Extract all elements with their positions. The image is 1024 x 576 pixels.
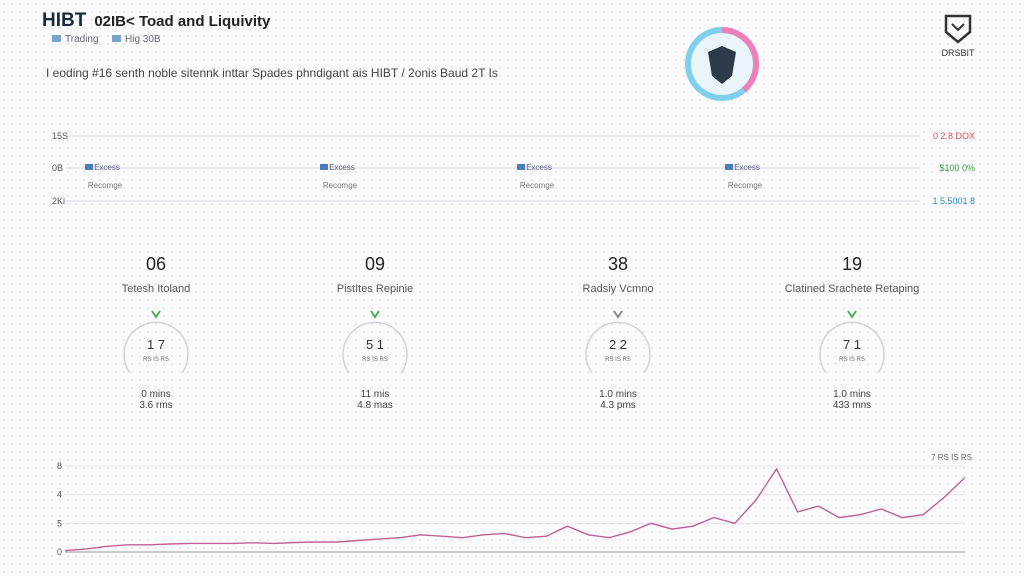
band-right-label: 0 2.8 DOX — [933, 131, 975, 141]
metric-line: 11 mis — [360, 389, 390, 400]
metric-label: PistItes Repinie — [336, 283, 414, 295]
band-item-sub: Recomge — [323, 181, 358, 190]
gauge-sub: RS IS RS — [839, 357, 865, 363]
metric-card: 19 Clatined Srachete Retaping 7 1 RS IS … — [752, 254, 952, 411]
metric-label: Tetesh Itoland — [121, 283, 191, 295]
gauge-value: 7 1 — [843, 337, 861, 352]
line-chart: 8 4 5 0 7 RS IS RS — [57, 453, 972, 557]
brand-icon — [944, 14, 972, 44]
tab-label: Trading — [65, 34, 99, 45]
y-axis-label: 5 — [57, 518, 62, 528]
metric-number: 09 — [364, 254, 386, 274]
metric-line: 4.3 pms — [600, 400, 636, 411]
y-axis-label: 0 — [57, 547, 62, 557]
logo: HIBT — [42, 10, 87, 31]
gauge-value: 1 7 — [147, 337, 165, 352]
band-item-sub: Recomge — [728, 181, 763, 190]
band-left-label: 15S — [52, 131, 68, 141]
band-left-label: 0B — [52, 163, 63, 173]
band-item-sub: Recomge — [520, 181, 555, 190]
band-right-label: 1 5.5001 8 — [932, 196, 975, 206]
description: I eoding #16 senth noble sitennk inttar … — [46, 66, 498, 80]
metric-number: 19 — [841, 254, 863, 274]
metric-line: 1.0 mins — [599, 389, 637, 400]
gauge: 2 2 RS IS RS — [585, 310, 651, 374]
band-item-icon — [725, 164, 733, 170]
title: 02IB< Toad and Liquivity — [94, 13, 271, 30]
tab-label: Hig 30B — [125, 34, 161, 45]
app-title: HIBT 02IB< Toad and Liquivity — [42, 10, 270, 32]
legend: 7 RS IS RS — [931, 453, 972, 462]
tab[interactable]: Hig 30B — [112, 34, 161, 45]
gauge-sub: RS IS RS — [605, 357, 631, 363]
brand: DRSBIT — [941, 48, 975, 58]
metric-card: 09 PistItes Repinie 5 1 RS IS RS 11 mis … — [275, 254, 475, 411]
metric-line: 1.0 mins — [833, 389, 871, 400]
metric-line: 0 mins — [141, 389, 171, 400]
gauge-value: 2 2 — [609, 337, 627, 352]
band-panel: 15S 0 2.8 DOX 0B $100 0% 2Ki 1 5.5001 8 Excess… — [52, 131, 975, 206]
band-right-label: $100 0% — [939, 163, 975, 173]
gauge: 5 1 RS IS RS — [342, 310, 408, 374]
gauge: 1 7 RS IS RS — [123, 310, 189, 374]
gauge-sub: RS IS RS — [362, 357, 388, 363]
metric-number: 06 — [145, 254, 167, 274]
metric-line: 4.8 mas — [357, 400, 393, 411]
band-item-icon — [85, 164, 93, 170]
metric-line: 433 mns — [832, 400, 872, 411]
hero-icon — [685, 26, 760, 101]
y-axis-label: 8 — [57, 461, 62, 471]
band-item-icon — [320, 164, 328, 170]
band-item-tag: Excess — [94, 163, 120, 172]
metric-card: 38 Radsiy Vcmno 2 2 RS IS RS 1.0 mins 4.… — [518, 254, 718, 411]
metric-label: Radsiy Vcmno — [582, 283, 654, 295]
tab[interactable]: Trading — [52, 34, 99, 45]
y-axis-label: 4 — [57, 490, 62, 500]
gauge: 7 1 RS IS RS — [819, 310, 885, 374]
band-item-tag: Excess — [734, 163, 760, 172]
gauge-sub: RS IS RS — [143, 357, 169, 363]
band-left-label: 2Ki — [52, 196, 65, 206]
metric-line: 3.6 rms — [139, 400, 173, 411]
band-item-sub: Recomge — [88, 181, 123, 190]
metric-card: 06 Tetesh Itoland 1 7 RS IS RS 0 mins 3.… — [56, 254, 256, 411]
band-item-icon — [517, 164, 525, 170]
band-item-tag: Excess — [526, 163, 552, 172]
band-item-tag: Excess — [329, 163, 355, 172]
line-series — [64, 467, 966, 552]
gauge-value: 5 1 — [366, 337, 384, 352]
metric-label: Clatined Srachete Retaping — [784, 283, 920, 295]
metric-number: 38 — [607, 254, 629, 274]
